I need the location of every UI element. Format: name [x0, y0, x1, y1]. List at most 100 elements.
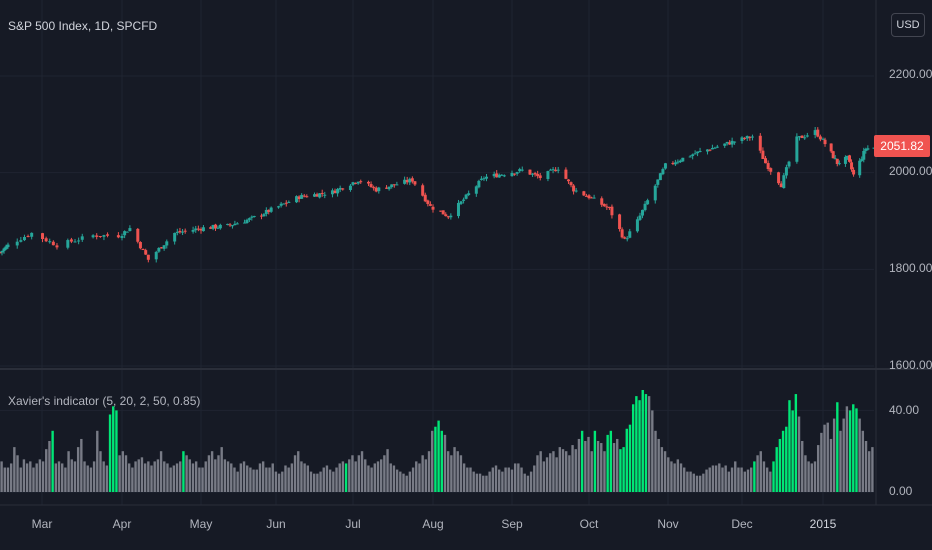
indicator-bar: [842, 418, 845, 492]
indicator-bar: [383, 455, 386, 492]
candle-body: [116, 235, 120, 238]
indicator-bar: [616, 438, 619, 492]
candle-body: [866, 148, 870, 150]
indicator-bar: [344, 463, 348, 492]
indicator-bar: [179, 461, 182, 492]
indicator-bar: [536, 455, 539, 492]
candle-body: [226, 223, 230, 225]
indicator-bar: [711, 465, 715, 492]
indicator-bar: [545, 457, 549, 492]
chart-title: S&P 500 Index, 1D, SPCFD: [8, 19, 158, 33]
currency-button[interactable]: USD: [891, 13, 925, 37]
candle-body: [313, 194, 316, 197]
candle-body: [392, 184, 396, 186]
indicator-bar: [769, 471, 772, 492]
indicator-bar: [421, 455, 424, 492]
indicator-bar: [277, 473, 281, 492]
candle-body: [30, 232, 34, 237]
indicator-bar: [16, 455, 19, 492]
candle-body: [837, 163, 841, 165]
indicator-bar: [210, 451, 214, 492]
indicator-bar: [255, 469, 258, 492]
candle-body: [15, 241, 19, 246]
indicator-bar: [92, 461, 96, 492]
candle-body: [144, 250, 148, 255]
candle-body: [766, 163, 770, 170]
indicator-bar: [498, 469, 501, 492]
candle-body: [120, 235, 124, 238]
candle-body: [98, 236, 102, 238]
candle-body: [733, 141, 737, 143]
candle-body: [590, 197, 594, 199]
candle-body: [385, 187, 389, 189]
candle-body: [725, 141, 729, 144]
candle-body: [157, 247, 161, 252]
candle-body: [845, 155, 849, 157]
indicator-bar: [740, 467, 743, 492]
candle-body: [533, 173, 537, 175]
candle-body: [446, 216, 450, 218]
indicator-bar: [367, 465, 370, 492]
indicator-bar: [820, 432, 823, 492]
candle-body: [73, 241, 77, 243]
indicator-bar: [568, 455, 571, 492]
indicator-bar: [121, 451, 125, 492]
candle-body: [216, 227, 220, 229]
candle-body: [515, 172, 519, 174]
indicator-bar: [54, 463, 58, 492]
price-ytick-label: 1600.00: [889, 358, 932, 372]
candle-body: [173, 232, 177, 242]
indicator-ytick-label: 40.00: [889, 403, 920, 417]
candle-body: [0, 252, 2, 254]
indicator-bar: [692, 473, 695, 492]
candle-body: [421, 185, 425, 196]
indicator-bar: [807, 461, 810, 492]
indicator-bar: [150, 465, 153, 492]
indicator-bar: [246, 465, 249, 492]
indicator-bar: [734, 461, 737, 492]
indicator-bar: [22, 459, 26, 492]
indicator-bar: [564, 451, 568, 492]
indicator-bar: [399, 471, 402, 492]
candle-body: [758, 135, 762, 151]
indicator-bar: [478, 473, 482, 492]
indicator-bar: [102, 461, 105, 492]
indicator-bar: [864, 441, 868, 492]
xtick-label: Jun: [266, 517, 286, 531]
indicator-bar: [236, 471, 239, 492]
indicator-bar: [147, 461, 150, 492]
indicator-bar: [156, 459, 160, 492]
indicator-bar: [852, 404, 855, 492]
indicator-bar: [596, 441, 600, 492]
candle-body: [536, 173, 540, 177]
candle-body: [374, 187, 378, 192]
indicator-bar: [392, 465, 396, 492]
indicator-bar: [584, 441, 587, 492]
candle-body: [459, 201, 463, 204]
indicator-bar: [297, 451, 300, 492]
indicator-bar: [839, 430, 842, 492]
candle-body: [549, 169, 552, 171]
candle-body: [235, 223, 239, 225]
candle-body: [341, 188, 345, 190]
indicator-bar: [797, 416, 801, 492]
indicator-bar: [510, 469, 514, 492]
candle-body: [618, 214, 622, 230]
candle-body: [136, 228, 140, 242]
xtick-label: Nov: [657, 517, 679, 531]
indicator-bar: [182, 451, 185, 492]
xtick-label: Oct: [579, 517, 599, 531]
indicator-bar: [826, 422, 829, 492]
indicator-bar: [746, 469, 750, 492]
candle-body: [816, 129, 820, 137]
indicator-bar: [395, 469, 399, 492]
candle-body: [610, 206, 614, 216]
indicator-bar: [338, 463, 341, 492]
candle-body: [194, 228, 198, 231]
candle-body: [696, 151, 700, 154]
candle-body: [572, 185, 576, 192]
candle-body: [635, 219, 639, 232]
indicator-bar: [169, 467, 172, 492]
indicator-bar: [469, 467, 472, 492]
